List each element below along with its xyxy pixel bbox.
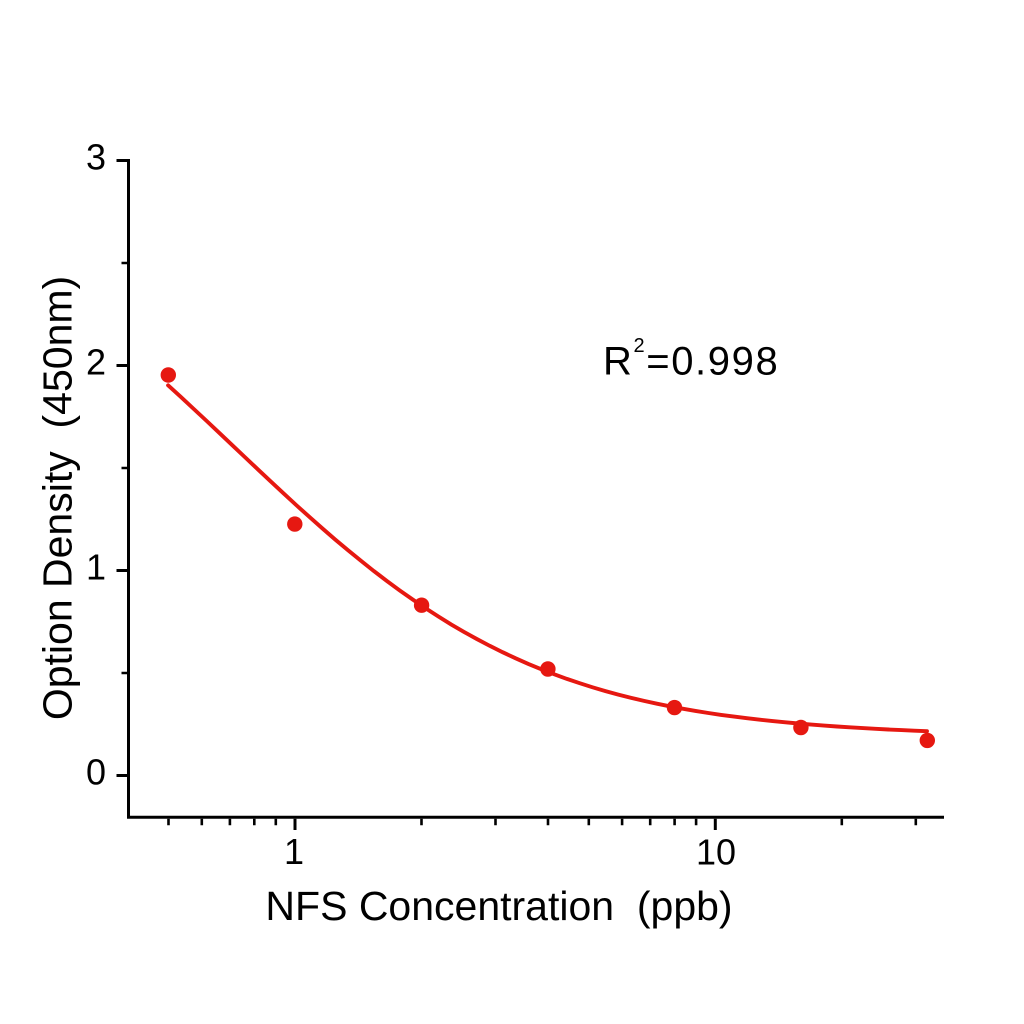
svg-text:1: 1 bbox=[284, 831, 304, 872]
svg-text:2: 2 bbox=[86, 342, 106, 383]
svg-text:1: 1 bbox=[86, 547, 106, 588]
svg-text:Option Density (450nm): Option Density (450nm) bbox=[35, 276, 81, 720]
svg-text:3: 3 bbox=[86, 137, 106, 178]
svg-text:10: 10 bbox=[696, 832, 736, 873]
svg-text:0: 0 bbox=[86, 752, 106, 793]
svg-text:NFS Concentration (ppb): NFS Concentration (ppb) bbox=[265, 883, 732, 929]
svg-text:R2=0.998: R2=0.998 bbox=[603, 335, 779, 384]
